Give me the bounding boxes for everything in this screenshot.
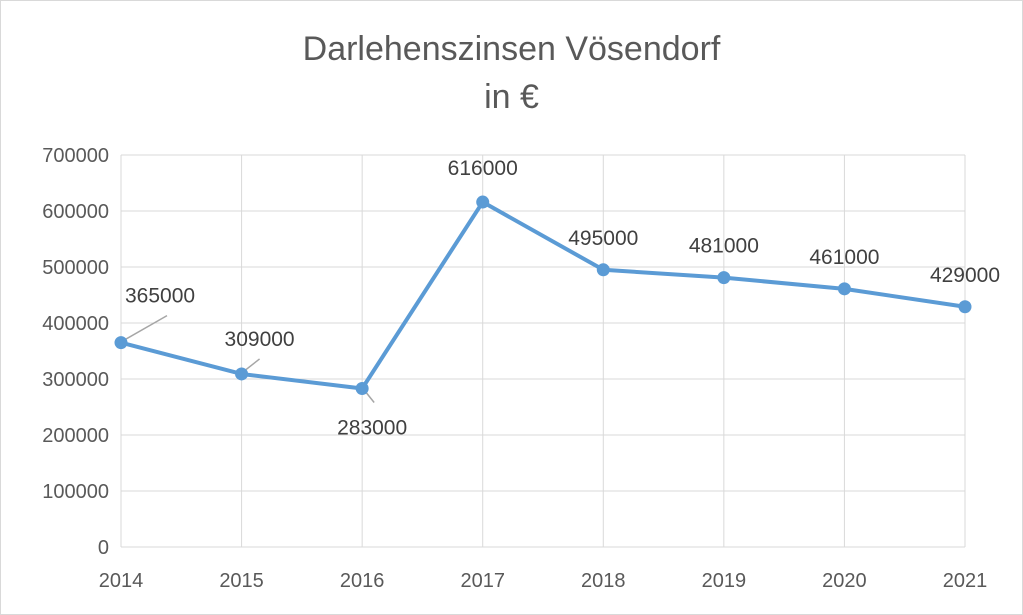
x-tick-label: 2020 <box>822 570 867 592</box>
data-point <box>596 263 610 277</box>
chart-title-line-1: Darlehenszinsen Vösendorf <box>302 30 721 68</box>
data-point <box>114 336 128 350</box>
data-label: 365000 <box>125 285 195 308</box>
data-label: 461000 <box>809 246 879 269</box>
chart-title-line-2: in € <box>484 78 539 116</box>
y-tick-label: 600000 <box>42 201 109 223</box>
x-tick-label: 2017 <box>460 570 505 592</box>
y-tick-label: 100000 <box>42 481 109 503</box>
x-tick-label: 2016 <box>340 570 385 592</box>
data-label-leader <box>124 314 168 341</box>
data-point <box>958 300 972 314</box>
data-label: 616000 <box>448 157 518 180</box>
x-tick-label: 2018 <box>581 570 626 592</box>
data-label-leader <box>365 392 375 403</box>
y-tick-label: 400000 <box>42 313 109 335</box>
series-line <box>120 200 966 391</box>
data-point <box>235 367 249 381</box>
x-tick-label: 2015 <box>219 570 264 592</box>
y-tick-label: 200000 <box>42 425 109 447</box>
y-tick-label: 500000 <box>42 257 109 279</box>
data-point <box>476 195 490 209</box>
data-label: 429000 <box>930 264 1000 287</box>
data-point <box>355 382 369 396</box>
data-label: 481000 <box>689 235 759 258</box>
data-point <box>717 271 731 285</box>
y-tick-label: 0 <box>98 537 109 559</box>
data-label: 495000 <box>568 227 638 250</box>
x-tick-label: 2019 <box>702 570 747 592</box>
data-label: 283000 <box>337 417 407 440</box>
y-tick-label: 700000 <box>42 145 109 167</box>
data-label-leader <box>245 358 261 371</box>
x-tick-label: 2021 <box>943 570 988 592</box>
y-tick-label: 300000 <box>42 369 109 391</box>
data-label: 309000 <box>225 328 295 351</box>
data-point <box>837 282 851 296</box>
x-tick-label: 2014 <box>99 570 144 592</box>
